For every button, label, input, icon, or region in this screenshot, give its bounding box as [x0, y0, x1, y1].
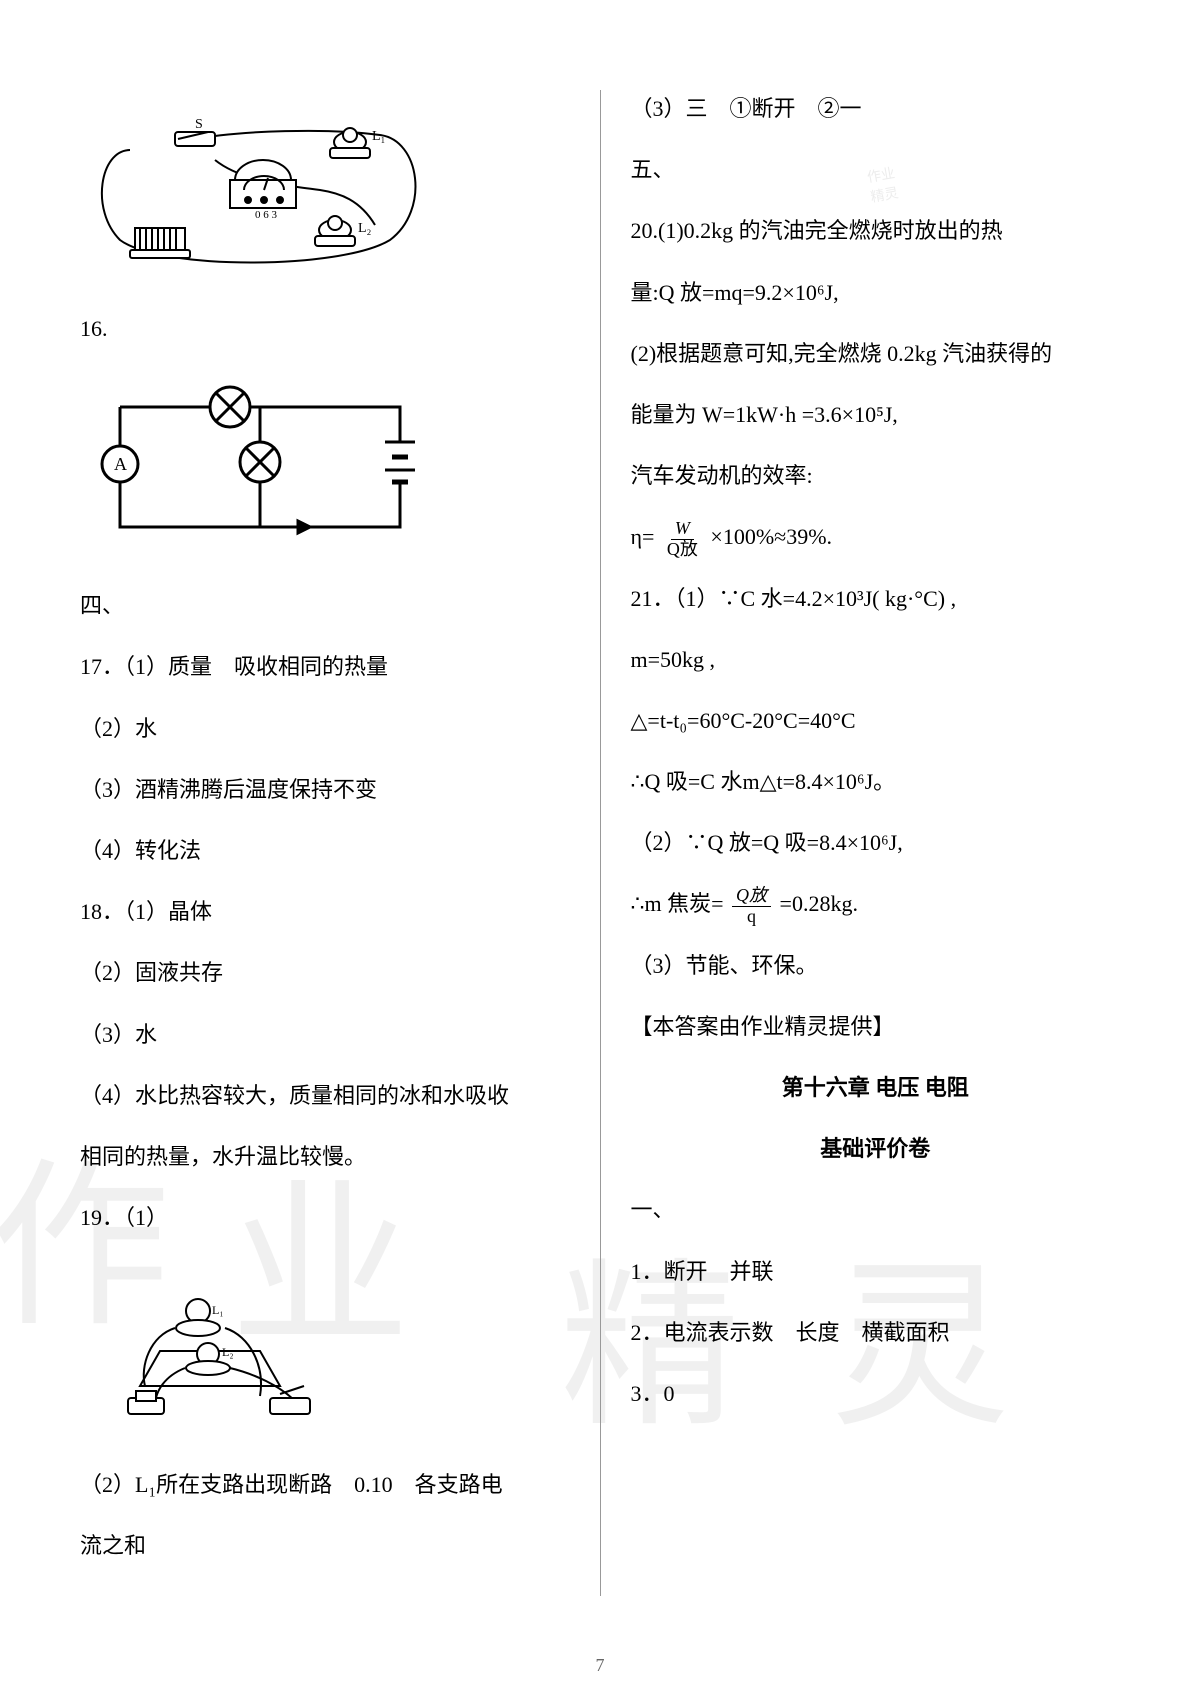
- answer-line: 20.(1)0.2kg 的汽油完全燃烧时放出的热: [631, 202, 1121, 259]
- answer-line: 流之和: [80, 1517, 570, 1574]
- circuit-diagram-1: S L₁ L₂ 0 6 3: [80, 90, 570, 280]
- left-column: S L₁ L₂ 0 6 3 16.: [60, 80, 600, 1656]
- answer-line: （3）三 ①断开 ②一: [631, 80, 1121, 137]
- right-column: （3）三 ①断开 ②一 五、 20.(1)0.2kg 的汽油完全燃烧时放出的热 …: [601, 80, 1141, 1656]
- fraction: W Q放: [663, 519, 702, 560]
- formula-lhs: η=: [631, 524, 655, 549]
- svg-text:0 6 3: 0 6 3: [255, 209, 278, 221]
- denominator: q: [743, 907, 760, 927]
- section-header: 五、: [631, 141, 1121, 198]
- answer-line: 量:Q 放=mq=9.2×10⁶J,: [631, 264, 1121, 321]
- answer-line: （3）酒精沸腾后温度保持不变: [80, 761, 570, 818]
- answer-line: （3）节能、环保。: [631, 937, 1121, 994]
- answer-line: 【本答案由作业精灵提供】: [631, 998, 1121, 1055]
- svg-text:L₁: L₁: [212, 1303, 224, 1317]
- answer-line: 汽车发动机的效率:: [631, 447, 1121, 504]
- svg-text:L₁: L₁: [372, 129, 385, 144]
- answer-line: 能量为 W=1kW·h =3.6×10⁵J,: [631, 386, 1121, 443]
- formula-rhs: ×100%≈39%.: [710, 524, 832, 549]
- answer-line: 1．断开 并联: [631, 1243, 1121, 1300]
- svg-text:S: S: [195, 117, 203, 132]
- formula-line: ∴m 焦炭= Q放 q =0.28kg.: [631, 875, 1121, 932]
- svg-text:L₂: L₂: [222, 1345, 234, 1359]
- numerator: W: [671, 519, 694, 540]
- fraction: Q放 q: [732, 886, 771, 927]
- answer-line: ∴Q 吸=C 水m△t=8.4×10⁶J。: [631, 753, 1121, 810]
- circuit-diagram-2: A: [80, 367, 570, 557]
- numerator: Q放: [732, 886, 771, 907]
- answer-line: (2)根据题意可知,完全燃烧 0.2kg 汽油获得的: [631, 325, 1121, 382]
- two-column-layout: S L₁ L₂ 0 6 3 16.: [60, 80, 1140, 1656]
- formula-lhs: ∴m 焦炭=: [631, 891, 724, 916]
- answer-line: （3）水: [80, 1006, 570, 1063]
- answer-line: 2．电流表示数 长度 横截面积: [631, 1304, 1121, 1361]
- formula-line: η= W Q放 ×100%≈39%.: [631, 508, 1121, 565]
- answer-line: （2）L₁所在支路出现断路 0.10 各支路电: [80, 1456, 570, 1513]
- chapter-title: 第十六章 电压 电阻: [631, 1059, 1121, 1116]
- formula-rhs: =0.28kg.: [780, 891, 858, 916]
- answer-line: 3．0: [631, 1365, 1121, 1422]
- answer-line: （4）水比热容较大，质量相同的冰和水吸收: [80, 1067, 570, 1124]
- question-label: 16.: [80, 300, 570, 357]
- denominator: Q放: [663, 540, 702, 560]
- answer-line: 相同的热量，水升温比较慢。: [80, 1128, 570, 1185]
- section-header: 一、: [631, 1181, 1121, 1238]
- answer-line: 17．（1）质量 吸收相同的热量: [80, 638, 570, 695]
- answer-line: 18．（1）晶体: [80, 883, 570, 940]
- answer-line: △=t-t₀=60°C-20°C=40°C: [631, 692, 1121, 749]
- answer-line: 21．（1）∵C 水=4.2×10³J( kg·°C) ,: [631, 570, 1121, 627]
- answer-line: （4）转化法: [80, 822, 570, 879]
- answer-line: m=50kg ,: [631, 631, 1121, 688]
- svg-text:L₂: L₂: [358, 221, 372, 236]
- page-number: 7: [596, 1655, 605, 1676]
- answer-line: （2）∵Q 放=Q 吸=8.4×10⁶J,: [631, 814, 1121, 871]
- subtitle: 基础评价卷: [631, 1120, 1121, 1177]
- answer-line: 19．（1）: [80, 1189, 570, 1246]
- section-header: 四、: [80, 577, 570, 634]
- answer-line: （2）水: [80, 700, 570, 757]
- circuit-diagram-3: L₁ L₂: [80, 1256, 570, 1436]
- svg-text:A: A: [114, 454, 127, 474]
- answer-line: （2）固液共存: [80, 944, 570, 1001]
